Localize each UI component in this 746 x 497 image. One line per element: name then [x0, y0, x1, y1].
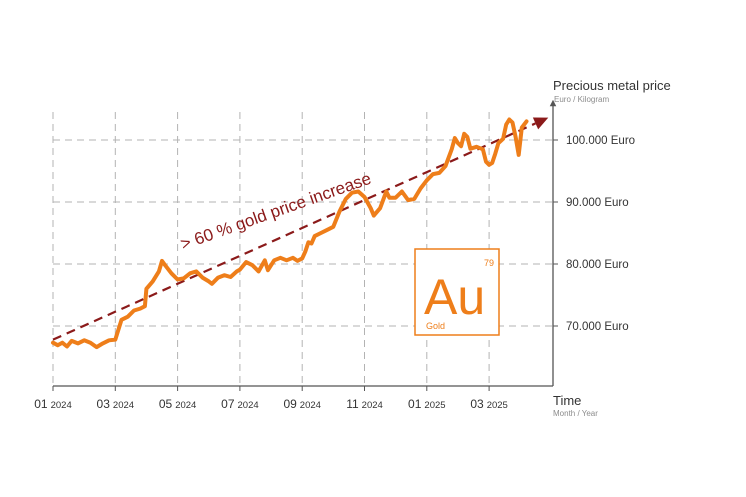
y-tick-label: 90.000 Euro [566, 197, 629, 209]
element-symbol: Au [424, 269, 485, 325]
x-tick-label: 05 2024 [159, 397, 197, 411]
x-axis-unit: Month / Year [553, 409, 598, 418]
x-tick-label: 01 2025 [408, 397, 446, 411]
element-atomic-number: 79 [484, 258, 494, 268]
trend-label: > 60 % gold price increase [178, 169, 374, 254]
x-tick-label: 11 2024 [346, 397, 383, 411]
x-tick-label: 03 2024 [97, 397, 135, 411]
y-tick-label: 70.000 Euro [566, 321, 629, 333]
x-tick-label: 01 2024 [34, 397, 72, 411]
trend-arrow [52, 117, 549, 341]
y-axis-title: Precious metal price [553, 78, 671, 93]
y-tick-label: 80.000 Euro [566, 259, 629, 271]
y-axis-ticks: 70.000 Euro 80.000 Euro 90.000 Euro 100.000… [553, 135, 635, 333]
gold-price-series-line [51, 117, 529, 350]
element-box-frame [414, 248, 500, 336]
y-axis-unit: Euro / Kilogram [554, 95, 609, 104]
x-tick-label: 03 2025 [470, 397, 508, 411]
x-axis-title: Time [553, 393, 581, 408]
trend-arrowhead [532, 117, 549, 130]
x-tick-label: 07 2024 [221, 397, 259, 411]
gold-element-box: Au 79 Gold [414, 248, 500, 336]
x-tick-label: 09 2024 [283, 397, 321, 411]
y-tick-label: 100.000 Euro [566, 135, 635, 147]
trend-dashed-line [52, 122, 536, 341]
element-name: Gold [426, 321, 445, 331]
x-axis-ticks: 01 2024 03 2024 05 2024 07 2024 09 2024 11 2024 01 20… [34, 386, 508, 411]
